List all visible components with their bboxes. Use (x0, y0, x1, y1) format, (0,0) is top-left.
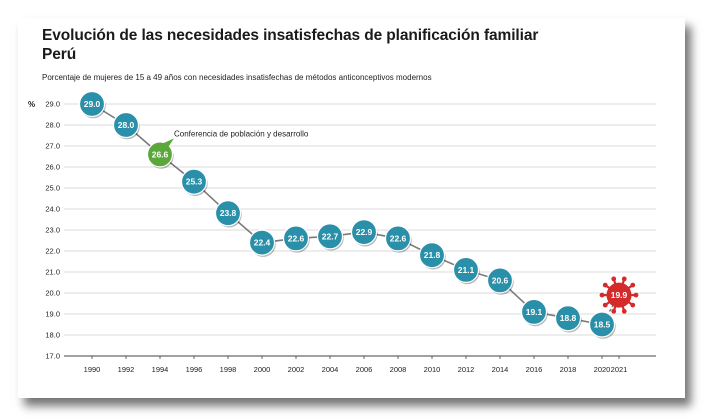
data-label: 22.7 (322, 231, 339, 241)
data-label: 29.0 (84, 99, 101, 109)
data-label: 20.6 (492, 275, 509, 285)
data-point-marker (180, 168, 208, 195)
data-label: 19.9 (611, 290, 628, 300)
virus-marker-icon (599, 276, 639, 314)
y-tick-label: 26.0 (45, 163, 60, 172)
y-tick-label: 29.0 (45, 100, 60, 109)
x-tick-label: 2018 (560, 365, 577, 374)
data-label: 23.8 (220, 208, 237, 218)
data-label: 26.6 (152, 149, 169, 159)
chart-title: Evolución de las necesidades insatisfech… (42, 26, 538, 64)
y-tick-label: 17.0 (45, 352, 60, 361)
data-point-marker (282, 225, 310, 252)
chart-title-line2: Perú (42, 46, 77, 63)
data-label: 28.0 (118, 120, 135, 130)
y-tick-label: 24.0 (45, 205, 60, 214)
x-tick-label: 1996 (186, 365, 203, 374)
data-point-marker (520, 298, 548, 325)
data-label: 19.1 (526, 307, 543, 317)
annotation-pointer (163, 138, 174, 148)
x-tick-label: 2002 (288, 365, 305, 374)
data-label: 18.8 (560, 313, 577, 323)
data-label: 25.3 (186, 177, 203, 187)
data-label: 18.5 (594, 320, 611, 330)
data-point-marker (452, 256, 480, 283)
data-point-marker (554, 305, 582, 332)
y-tick-label: 22.0 (45, 247, 60, 256)
x-tick-label: 2008 (390, 365, 407, 374)
x-tick-label: 2014 (492, 365, 509, 374)
data-label: 22.6 (390, 233, 407, 243)
chart-title-line1: Evolución de las necesidades insatisfech… (42, 27, 539, 44)
y-tick-label: 19.0 (45, 310, 60, 319)
y-tick-label: 21.0 (45, 268, 60, 277)
x-tick-label: 2010 (424, 365, 441, 374)
data-point-marker (486, 267, 514, 294)
data-label: 22.6 (288, 233, 305, 243)
series-line (91, 103, 603, 326)
data-point-marker (214, 200, 242, 227)
x-tick-label: 2000 (254, 365, 271, 374)
x-tick-label: 2012 (458, 365, 475, 374)
x-tick-label: 2006 (356, 365, 373, 374)
y-tick-label: 23.0 (45, 226, 60, 235)
x-tick-label: 2020 (594, 365, 611, 374)
annotation-text: Conferencia de población y desarrollo (174, 129, 309, 138)
x-tick-label: 1994 (152, 365, 169, 374)
data-point-marker (78, 90, 106, 118)
data-point-marker (350, 219, 378, 246)
y-tick-label: 20.0 (45, 289, 60, 298)
data-label: 21.8 (424, 250, 441, 260)
y-tick-label: 25.0 (45, 184, 60, 193)
data-label: 22.9 (356, 227, 373, 237)
y-tick-label: 28.0 (45, 121, 60, 130)
data-point-marker (588, 311, 616, 338)
x-tick-label: 1998 (220, 365, 237, 374)
x-tick-label: 1992 (118, 365, 135, 374)
y-tick-label: 27.0 (45, 142, 60, 151)
data-point-marker (248, 229, 276, 256)
data-label: 21.1 (458, 265, 475, 275)
data-point-marker (316, 223, 344, 250)
x-tick-label: 2004 (322, 365, 339, 374)
data-point-marker (418, 242, 446, 269)
data-point-marker (146, 141, 174, 168)
data-label: 22.4 (254, 238, 271, 248)
y-axis-label: % (28, 100, 35, 109)
chart-subtitle: Porcentaje de mujeres de 15 a 49 años co… (42, 73, 432, 82)
data-point-marker (112, 111, 140, 139)
y-tick-label: 18.0 (45, 331, 60, 340)
x-tick-label: 2016 (526, 365, 543, 374)
x-tick-label: 2021 (611, 365, 628, 374)
data-point-marker (384, 225, 412, 252)
x-tick-label: 1990 (84, 365, 101, 374)
